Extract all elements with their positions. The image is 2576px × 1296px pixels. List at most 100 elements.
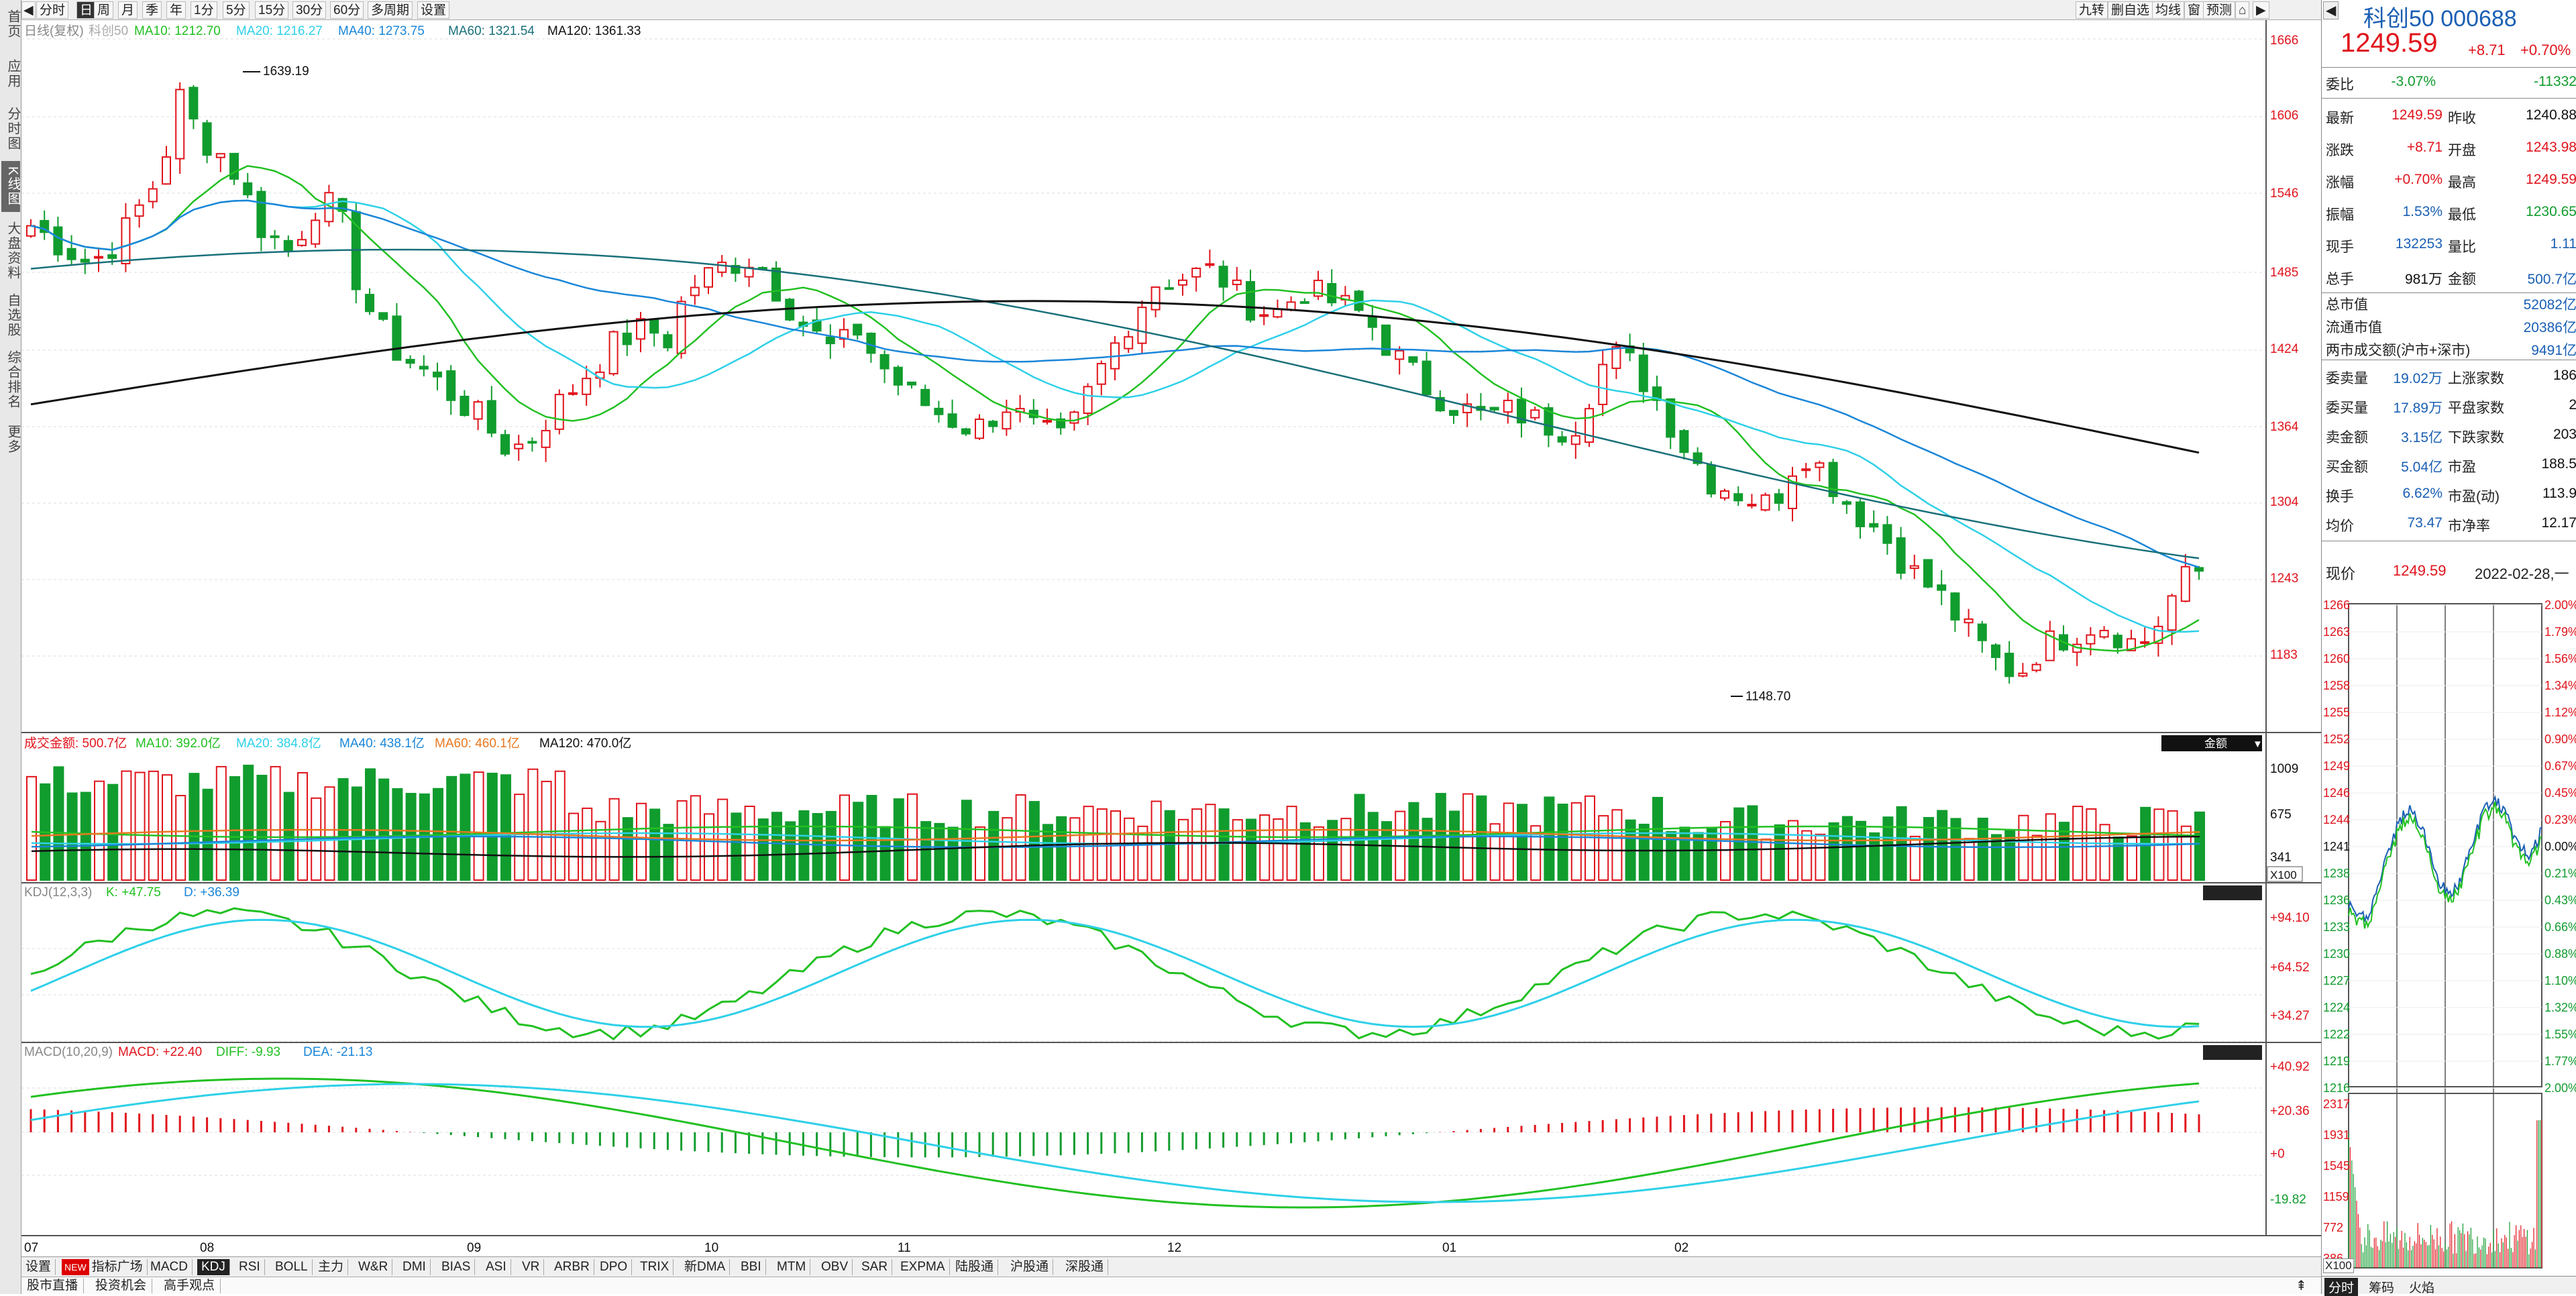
ma20-line [30, 199, 2200, 633]
status-expert-tab[interactable]: 高手观点 [158, 1279, 221, 1293]
nav-watchlist[interactable]: 自选股 [5, 293, 20, 337]
period-15min[interactable]: 15分 [255, 1, 289, 19]
volume-type-dropdown[interactable] [2161, 735, 2262, 751]
kline-chart-area[interactable]: 日线(复权) 科创50 MA10: 1212.70 MA20: 1216.27 … [21, 20, 2321, 1258]
panel-toggle-icon[interactable]: ◀ [2323, 1, 2339, 19]
period-60min[interactable]: 60分 [330, 1, 364, 19]
tab-boll[interactable]: BOLL [271, 1259, 313, 1275]
expand-icon[interactable]: ▶ [2253, 1, 2269, 19]
volume-bar [1841, 816, 1853, 881]
candle-body [1381, 324, 1391, 356]
remove-watchlist-button[interactable]: 删自选 [2108, 1, 2153, 19]
tab-obv[interactable]: OBV [817, 1259, 853, 1275]
candle-body [975, 418, 984, 439]
candle-body [1489, 407, 1499, 411]
nav-market-info[interactable]: 大盘资料 [5, 221, 20, 280]
nine-turn-button[interactable]: 九转 [2076, 1, 2108, 19]
intraday-pct-tick: 0.21% [2544, 867, 2576, 880]
nav-more[interactable]: 更多 [5, 425, 20, 454]
ma40-line [30, 199, 2200, 568]
candle-body [676, 301, 686, 354]
intraday-pct-tick: 0.90% [2544, 733, 2576, 746]
volume-bar [1815, 833, 1826, 881]
tab-rsi[interactable]: RSI [235, 1259, 265, 1275]
tab-mtm[interactable]: MTM [773, 1259, 811, 1275]
candle-body [636, 318, 645, 340]
tab-macd[interactable]: MACD [146, 1259, 193, 1275]
nav-ranking[interactable]: 综合排名 [5, 350, 20, 409]
tab-kdj[interactable]: KDJ [197, 1259, 230, 1275]
kdj-param-button[interactable] [2203, 885, 2262, 900]
ma-lines-button[interactable]: 均线 [2152, 1, 2185, 19]
period-multi[interactable]: 多周期 [368, 1, 413, 19]
volume-bar [568, 812, 579, 881]
window-button[interactable]: 窗 [2184, 1, 2204, 19]
tab-sz-connect[interactable]: 深股通 [1061, 1259, 1109, 1275]
candle-body [1720, 490, 1729, 499]
volume-bar [1679, 826, 1690, 881]
tab-sar[interactable]: SAR [857, 1259, 893, 1275]
tab-bbi[interactable]: BBI [737, 1259, 766, 1275]
period-5min[interactable]: 5分 [223, 1, 250, 19]
nav-back-icon[interactable]: ◀ [21, 1, 36, 19]
forecast-button[interactable]: 预测 [2203, 1, 2236, 19]
nav-kline[interactable]: K线图 [1, 161, 20, 212]
volume-bar [1327, 820, 1338, 881]
period-day[interactable]: 日 [76, 1, 97, 19]
tab-dmi[interactable]: DMI [398, 1259, 431, 1275]
tab-asi[interactable]: ASI [482, 1259, 511, 1275]
intraday-price-tick: 1216 [2323, 1081, 2350, 1095]
indicator-settings-button[interactable]: 设置 [21, 1259, 56, 1275]
pin-top-icon[interactable]: ⇞ [2296, 1279, 2307, 1293]
volume-bar [1896, 806, 1907, 881]
tab-main-force[interactable]: 主力 [314, 1259, 349, 1275]
period-intraday[interactable]: 分时 [36, 1, 69, 19]
candle-body [1137, 307, 1147, 344]
tab-vr[interactable]: VR [518, 1259, 545, 1275]
intraday-avg-line [2348, 801, 2542, 929]
candle-body [988, 421, 998, 427]
candle-body [473, 401, 483, 420]
period-quarter[interactable]: 季 [142, 1, 162, 19]
lock-icon[interactable]: ⌂ [2235, 1, 2250, 19]
period-30min[interactable]: 30分 [292, 1, 327, 19]
date-tick: 09 [467, 1241, 481, 1255]
tab-trix[interactable]: TRIX [636, 1259, 674, 1275]
nav-home[interactable]: 首页 [5, 9, 20, 39]
mini-tab-chips[interactable]: 筹码 [2369, 1281, 2395, 1295]
candle-body [121, 217, 131, 264]
intraday-pct-tick: 2.00% [2544, 598, 2576, 612]
candle-body [649, 319, 659, 334]
tab-arbr[interactable]: ARBR [550, 1259, 594, 1275]
indicator-plaza-tab[interactable]: NEW 指标广场 [58, 1259, 148, 1275]
vol-legend-ma40: MA40: 438.1亿 [339, 736, 425, 751]
mini-tab-flame[interactable]: 火焰 [2409, 1281, 2435, 1295]
tab-bias[interactable]: BIAS [437, 1259, 476, 1275]
date-tick: 12 [1167, 1241, 1181, 1255]
period-week[interactable]: 周 [94, 1, 114, 19]
tab-sh-connect[interactable]: 沪股通 [1006, 1259, 1054, 1275]
period-month[interactable]: 月 [118, 1, 138, 19]
tab-wr[interactable]: W&R [354, 1259, 393, 1275]
intraday-mini-chart[interactable]: 1266 1263 1260 1258 1255 1252 1249 1246 1244 1241… [2322, 590, 2576, 1275]
tab-hk-connect[interactable]: 陆股通 [951, 1259, 999, 1275]
nav-apps[interactable]: 应用 [5, 59, 20, 89]
macd-param-button[interactable] [2203, 1045, 2262, 1060]
candle-body [582, 378, 592, 395]
period-year[interactable]: 年 [166, 1, 186, 19]
status-opportunity-tab[interactable]: 投资机会 [90, 1279, 153, 1293]
volume-bar [1028, 801, 1040, 881]
volume-bar [636, 802, 647, 881]
mini-tab-intraday[interactable]: 分时 [2324, 1278, 2359, 1296]
period-1min[interactable]: 1分 [191, 1, 217, 19]
chart-settings-button[interactable]: 设置 [417, 1, 450, 19]
intraday-vol-tick: 772 [2323, 1221, 2343, 1234]
tab-expma[interactable]: EXPMA [896, 1259, 950, 1275]
nav-intraday[interactable]: 分时图 [5, 107, 20, 151]
candle-body [1503, 399, 1513, 413]
candle-body [2180, 565, 2190, 602]
status-live-tab[interactable]: 股市直播 [21, 1279, 85, 1293]
tab-dpo[interactable]: DPO [596, 1259, 633, 1275]
tab-new-dma[interactable]: 新DMA [680, 1259, 731, 1275]
volume-bar [527, 768, 539, 881]
